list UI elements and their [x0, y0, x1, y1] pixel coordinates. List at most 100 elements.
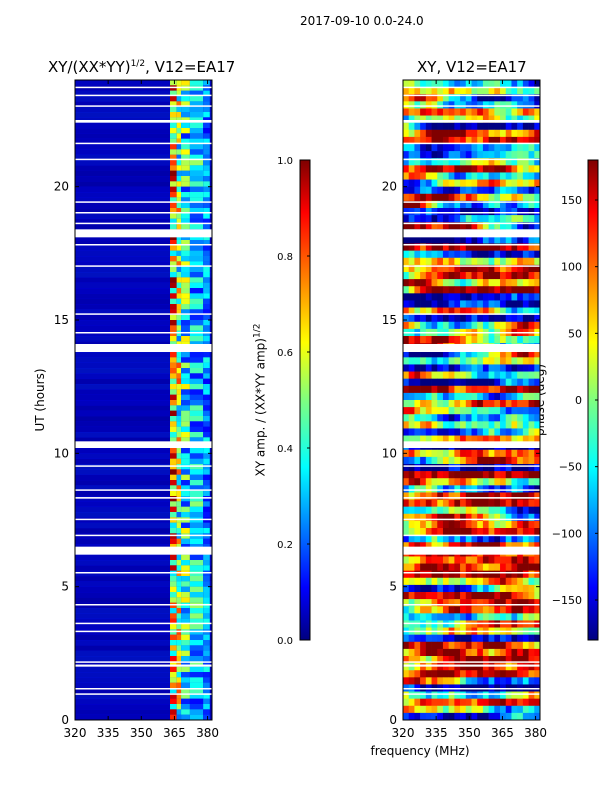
phase-texture-cell	[454, 641, 461, 650]
amplitude-texture-cell	[170, 576, 177, 582]
phase-texture-cell	[477, 435, 484, 443]
phase-texture-cell	[454, 677, 461, 685]
amplitude-texture-cell	[176, 512, 182, 518]
phase-texture-cell	[448, 663, 455, 671]
phase-texture-cell	[454, 584, 461, 593]
phase-texture-cell	[431, 122, 438, 131]
phase-texture-cell	[511, 136, 518, 145]
amplitude-texture-cell	[181, 197, 190, 203]
amplitude-texture-cell	[203, 538, 210, 545]
amplitude-texture-cell	[181, 640, 190, 646]
phase-texture-cell	[414, 350, 421, 358]
amplitude-texture-cell	[176, 506, 182, 513]
phase-data-gap	[403, 265, 540, 267]
phase-texture-cell	[442, 485, 449, 493]
phase-texture-cell	[534, 144, 541, 152]
amplitude-texture-cell	[181, 176, 190, 182]
phase-texture-cell	[420, 456, 427, 465]
amplitude-texture-cell	[189, 112, 204, 118]
phase-texture-cell	[494, 364, 501, 372]
phase-texture-cell	[511, 215, 518, 223]
amplitude-texture-cell	[170, 640, 177, 646]
phase-texture-cell	[425, 236, 432, 244]
phase-texture-cell	[511, 414, 518, 422]
amplitude-texture-cell	[203, 501, 210, 507]
phase-texture-cell	[403, 222, 410, 230]
phase-texture-cell	[500, 599, 507, 607]
phase-texture-cell	[477, 592, 484, 600]
phase-texture-cell	[477, 307, 484, 315]
phase-texture-cell	[465, 556, 472, 564]
amplitude-texture-cell	[170, 170, 177, 177]
amplitude-texture-cell	[170, 677, 177, 683]
phase-texture-cell	[534, 350, 541, 358]
phase-texture-cell	[517, 528, 524, 536]
phase-texture-cell	[500, 513, 507, 522]
phase-texture-cell	[420, 307, 427, 315]
amplitude-texture-cell	[203, 469, 210, 475]
phase-texture-cell	[431, 108, 438, 116]
phase-texture-cell	[448, 407, 455, 415]
amplitude-texture-cell	[189, 101, 204, 107]
phase-texture-cell	[414, 506, 421, 515]
amplitude-texture-cell	[176, 410, 182, 417]
phase-texture-cell	[425, 264, 432, 273]
phase-texture-cell	[448, 641, 455, 650]
amplitude-xtick-label: 335	[97, 726, 120, 740]
phase-texture-cell	[425, 272, 432, 280]
phase-texture-cell	[471, 535, 478, 543]
phase-texture-cell	[488, 663, 495, 671]
phase-texture-cell	[448, 371, 455, 379]
phase-texture-cell	[482, 101, 489, 109]
phase-texture-cell	[420, 428, 427, 436]
phase-texture-cell	[465, 641, 472, 650]
phase-texture-cell	[494, 186, 501, 195]
phase-texture-cell	[528, 208, 535, 216]
phase-texture-cell	[528, 122, 535, 131]
phase-texture-cell	[465, 321, 472, 330]
phase-texture-cell	[522, 400, 529, 408]
phase-texture-cell	[431, 385, 438, 394]
amplitude-texture-cell	[189, 389, 204, 395]
phase-texture-cell	[403, 492, 410, 500]
phase-texture-cell	[528, 535, 535, 543]
phase-texture-cell	[465, 542, 472, 550]
phase-texture-cell	[454, 577, 461, 586]
amplitude-texture-cell	[170, 480, 177, 486]
amplitude-texture-cell	[203, 496, 210, 502]
phase-texture-cell	[460, 677, 467, 685]
amplitude-texture-cell	[181, 512, 190, 518]
phase-texture-cell	[471, 691, 478, 699]
phase-texture-cell	[437, 421, 444, 429]
phase-texture-cell	[403, 456, 410, 465]
phase-texture-cell	[425, 712, 432, 721]
phase-texture-cell	[511, 122, 518, 131]
amplitude-texture-cell	[189, 266, 204, 273]
phase-texture-cell	[431, 101, 438, 109]
phase-texture-cell	[454, 215, 461, 223]
phase-texture-cell	[534, 528, 541, 536]
phase-texture-cell	[482, 208, 489, 216]
phase-texture-cell	[408, 136, 415, 145]
phase-texture-cell	[425, 421, 432, 429]
phase-texture-cell	[488, 634, 495, 643]
amplitude-texture-cell	[189, 586, 204, 593]
amplitude-texture-cell	[181, 352, 190, 358]
amplitude-texture-row	[75, 666, 212, 673]
phase-texture-cell	[403, 392, 410, 401]
phase-texture-cell	[517, 435, 524, 443]
amplitude-texture-row	[75, 640, 212, 646]
amplitude-texture-cell	[189, 480, 204, 486]
phase-texture-cell	[442, 535, 449, 543]
phase-texture-cell	[505, 286, 512, 294]
phase-texture-cell	[528, 94, 535, 102]
amplitude-texture-cell	[189, 592, 204, 598]
phase-texture-cell	[442, 257, 449, 266]
phase-texture-cell	[460, 243, 467, 251]
phase-texture-cell	[500, 378, 507, 387]
phase-texture-cell	[494, 471, 501, 479]
phase-texture-cell	[500, 456, 507, 465]
phase-texture-cell	[511, 435, 518, 443]
phase-texture-cell	[442, 165, 449, 173]
phase-texture-cell	[488, 250, 495, 259]
